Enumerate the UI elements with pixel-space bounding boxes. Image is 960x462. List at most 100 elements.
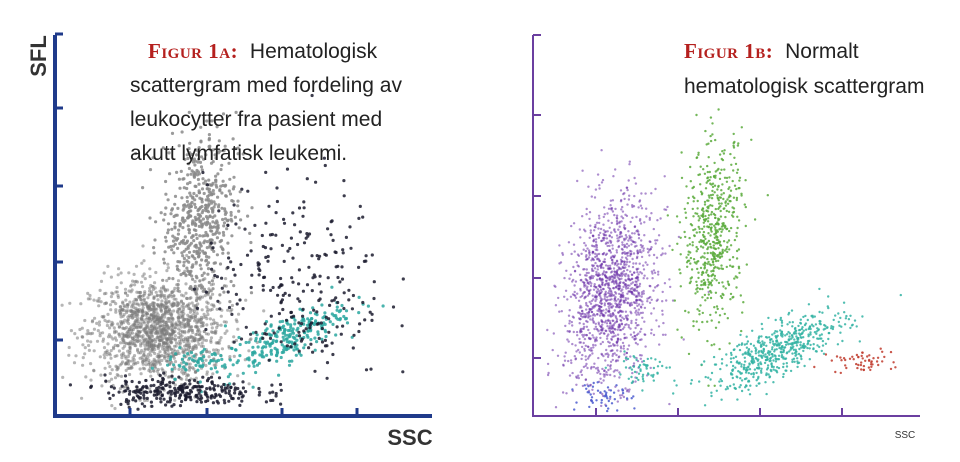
data-point [697,153,700,156]
data-point [654,242,657,245]
data-point [616,303,619,307]
data-point [108,365,112,369]
data-point [169,313,173,317]
data-point [740,329,743,333]
data-point [163,250,167,254]
data-point [616,333,620,336]
data-point [709,139,713,143]
data-point [252,350,256,354]
data-point [182,260,186,264]
data-point [234,348,238,352]
data-point [186,352,190,356]
data-point [279,276,283,281]
data-point [277,373,281,377]
data-point [718,347,721,351]
data-point [701,320,704,324]
data-point [282,338,286,342]
data-point [213,261,217,265]
data-point [798,347,801,351]
data-point [584,244,587,247]
data-point [630,321,633,325]
data-point [196,368,200,372]
data-point [219,238,224,243]
data-point [246,214,250,218]
data-point [700,240,703,243]
data-point [602,379,605,382]
data-point [162,218,166,222]
data-point [274,233,278,237]
cluster-1a-5 [150,346,232,384]
data-point [631,265,635,269]
data-point [616,344,619,347]
data-point [148,336,152,340]
data-point [177,367,181,371]
data-point [174,341,179,345]
data-point [200,197,204,201]
data-point [614,286,618,289]
data-point [632,331,636,334]
data-point [821,339,825,343]
data-point [195,306,200,310]
data-point [193,338,197,342]
data-point [189,351,194,355]
data-point [319,321,323,325]
data-point [588,211,592,214]
data-point [640,255,644,259]
data-point [737,343,741,346]
data-point [187,379,191,383]
data-point [678,268,681,271]
data-point [625,260,629,264]
data-point [205,309,209,313]
data-point [720,296,724,300]
data-point [297,206,302,210]
data-point [73,332,77,336]
data-point [191,219,195,223]
data-point [207,199,211,203]
data-point [126,354,130,359]
data-point [580,309,584,313]
data-point [625,390,629,393]
data-point [706,339,709,343]
data-point [581,169,584,172]
data-point [586,279,589,282]
data-point [750,372,753,376]
data-point [599,377,602,380]
data-point [190,153,194,157]
data-point [682,338,685,341]
data-point [573,290,576,294]
data-point [156,367,160,372]
data-point [213,366,217,370]
data-point [697,225,700,229]
data-point [689,180,692,183]
data-point [690,276,694,279]
data-point [276,293,280,297]
data-point [719,378,722,381]
data-point [135,388,139,392]
data-point [145,316,149,320]
data-point [128,333,132,337]
data-point [732,144,735,147]
data-point [129,284,133,288]
data-point [116,344,120,348]
data-point [590,299,594,303]
data-point [174,388,178,393]
data-point [654,187,657,191]
data-point [605,252,609,255]
cluster-1a-2 [199,285,385,394]
data-point [576,334,579,337]
data-point [701,233,705,237]
data-point [719,209,722,213]
data-point [573,269,577,273]
data-point [173,329,177,334]
data-point [194,260,198,264]
data-point [608,397,612,400]
data-point [725,180,729,183]
data-point [618,236,621,239]
data-point [222,382,226,387]
data-point [297,321,301,325]
data-point [607,345,611,348]
data-point [199,394,203,398]
data-point [611,330,615,333]
data-point [712,269,715,272]
data-point [606,230,609,233]
